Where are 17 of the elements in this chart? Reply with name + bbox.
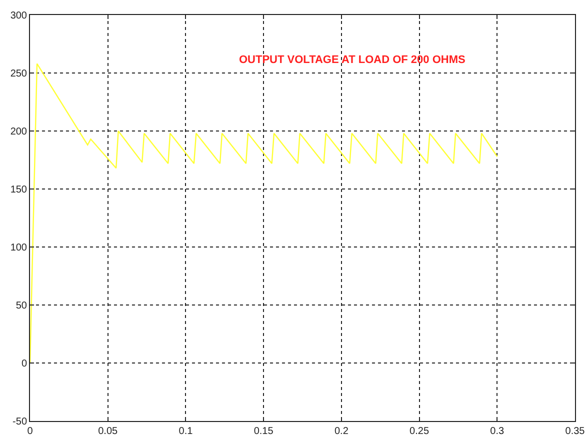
y-tick-label: 150 [10,184,28,196]
x-tick-label: 0.05 [98,426,118,437]
x-tick-label: 0.1 [178,426,194,437]
x-tick-label: 0.2 [334,426,349,437]
y-tick-label: -50 [12,416,28,428]
y-tick-label: 300 [10,10,28,22]
x-tick-label: 0.15 [254,426,274,437]
annotation: OUTPUT VOLTAGE AT LOAD OF 200 OHMS [239,54,466,66]
y-tick-label: 0 [21,358,28,370]
x-tick-label: 0.35 [565,426,586,437]
y-tick-label: 50 [16,300,28,312]
y-tick-label: 250 [10,68,28,80]
y-tick-label: 200 [10,126,28,138]
x-tick-label: 0.25 [410,426,430,437]
x-tick-label: 0.3 [490,426,505,437]
y-tick-label: 100 [10,242,28,254]
line-series [30,63,498,364]
